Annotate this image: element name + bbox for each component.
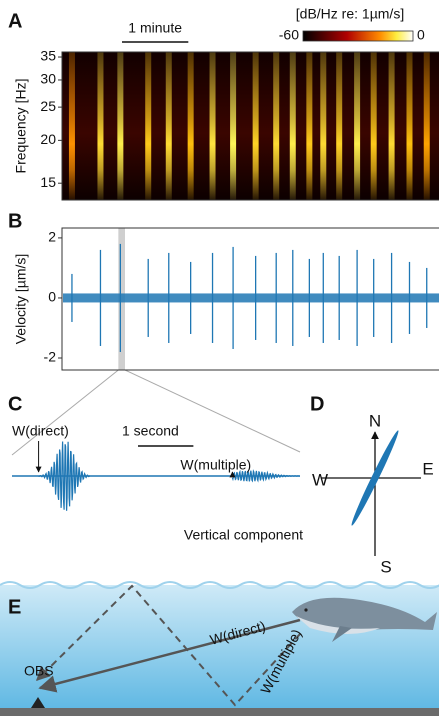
pulse-stripe [388,52,395,200]
particle-motion [351,430,399,526]
plot-frame [61,227,439,371]
pulse-stripe [354,52,361,200]
pulse-stripe [289,52,296,200]
pulse-stripe [406,52,413,200]
plot-frame [61,51,439,201]
compass-label: N [369,411,381,430]
y-tick-label: 35 [40,48,56,64]
colorbar [302,30,414,42]
pulse-stripe [273,52,280,200]
y-axis-label: Velocity [µm/s] [13,254,29,345]
y-tick-label: 15 [40,174,56,190]
pulse-stripe [209,52,216,200]
pulse-stripe [423,52,430,200]
scale-bar-label: 1 second [122,423,179,439]
sea-surface [0,581,439,589]
panel-letter: C [8,393,22,415]
y-tick-label: 20 [40,131,56,147]
wave-packet [231,469,301,483]
multiple-path [36,584,301,707]
pulse-stripe [370,52,377,200]
noise-band [63,293,439,303]
panel-letter: E [8,596,21,618]
zoom-line [11,369,119,456]
colorbar-tick-label: -60 [279,27,299,43]
pulse-stripe [230,52,237,200]
pulse-stripe [320,52,327,200]
compass-label: W [312,470,328,489]
arrival-label: W(multiple) [180,457,251,473]
obs-marker [31,697,45,708]
scale-bar-label: 1 minute [128,20,182,36]
zoom-line [124,369,301,453]
y-tick-label: 30 [40,71,56,87]
y-axis-label: Frequency [Hz] [13,79,29,174]
colorbar-label: [dB/Hz re: 1µm/s] [296,6,404,22]
wave-packet [38,441,91,511]
direct-path [38,618,301,693]
panel-letter: A [8,10,22,32]
pulse-stripe [165,52,172,200]
station-label: OBS [24,663,54,679]
pulse-stripe [187,52,194,200]
pulse-stripe [117,52,124,200]
pulse-stripe [145,52,152,200]
compass-label: E [422,459,433,478]
arrival-label: W(direct) [12,423,69,439]
y-tick-label: 25 [40,98,56,114]
y-tick-label: 0 [48,289,56,305]
compass-label: S [380,557,391,576]
ocean-scene [0,581,439,716]
y-tick-label: -2 [44,349,57,365]
pulse-stripe [336,52,343,200]
pulse-stripe [252,52,259,200]
colorbar-tick-label: 0 [417,27,425,43]
pulse-stripe [306,52,313,200]
panel-letter: B [8,210,22,232]
seafloor [0,708,439,716]
y-tick-label: 2 [48,229,56,245]
pulse-stripe [68,52,75,200]
whale [292,597,437,642]
component-label: Vertical component [184,527,303,543]
panel-letter: D [310,393,324,415]
pulse-stripe [97,52,104,200]
